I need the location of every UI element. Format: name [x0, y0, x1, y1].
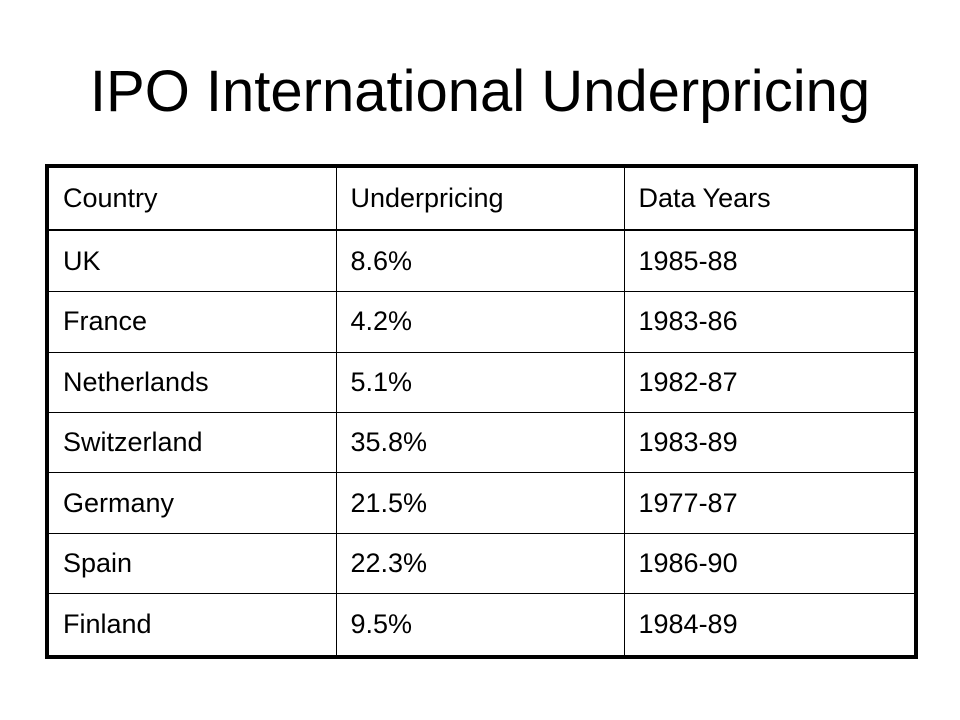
cell-underpricing: 9.5%: [335, 593, 625, 658]
table-row: UK 8.6% 1985-88: [46, 229, 917, 293]
table-row: France 4.2% 1983-86: [46, 291, 917, 353]
cell-underpricing: 21.5%: [335, 472, 625, 534]
cell-data-years: 1977-87: [623, 472, 917, 534]
cell-data-years: 1982-87: [623, 351, 917, 413]
cell-data-years: 1983-86: [623, 291, 917, 353]
cell-underpricing: 8.6%: [335, 229, 625, 293]
table-row: Finland 9.5% 1984-89: [46, 593, 917, 658]
cell-data-years: 1984-89: [623, 593, 917, 658]
cell-country: Netherlands: [46, 351, 337, 413]
header-data-years: Data Years: [623, 165, 917, 232]
table-row: Germany 21.5% 1977-87: [46, 472, 917, 534]
slide-title: IPO International Underpricing: [89, 59, 871, 124]
header-underpricing: Underpricing: [335, 165, 625, 232]
cell-underpricing: 4.2%: [335, 291, 625, 353]
cell-country: Spain: [46, 532, 337, 595]
table-header-row: Country Underpricing Data Years: [46, 165, 917, 232]
cell-country: Switzerland: [46, 411, 337, 474]
header-country: Country: [46, 165, 337, 232]
cell-country: UK: [46, 229, 337, 293]
cell-country: France: [46, 291, 337, 353]
cell-country: Germany: [46, 472, 337, 534]
cell-data-years: 1983-89: [623, 411, 917, 474]
table-row: Spain 22.3% 1986-90: [46, 532, 917, 595]
cell-country: Finland: [46, 593, 337, 658]
cell-data-years: 1985-88: [623, 229, 917, 293]
cell-underpricing: 5.1%: [335, 351, 625, 413]
cell-data-years: 1986-90: [623, 532, 917, 595]
underpricing-table: Country Underpricing Data Years UK 8.6% …: [45, 164, 918, 659]
cell-underpricing: 35.8%: [335, 411, 625, 474]
cell-underpricing: 22.3%: [335, 532, 625, 595]
table-row: Switzerland 35.8% 1983-89: [46, 411, 917, 474]
table-row: Netherlands 5.1% 1982-87: [46, 351, 917, 413]
